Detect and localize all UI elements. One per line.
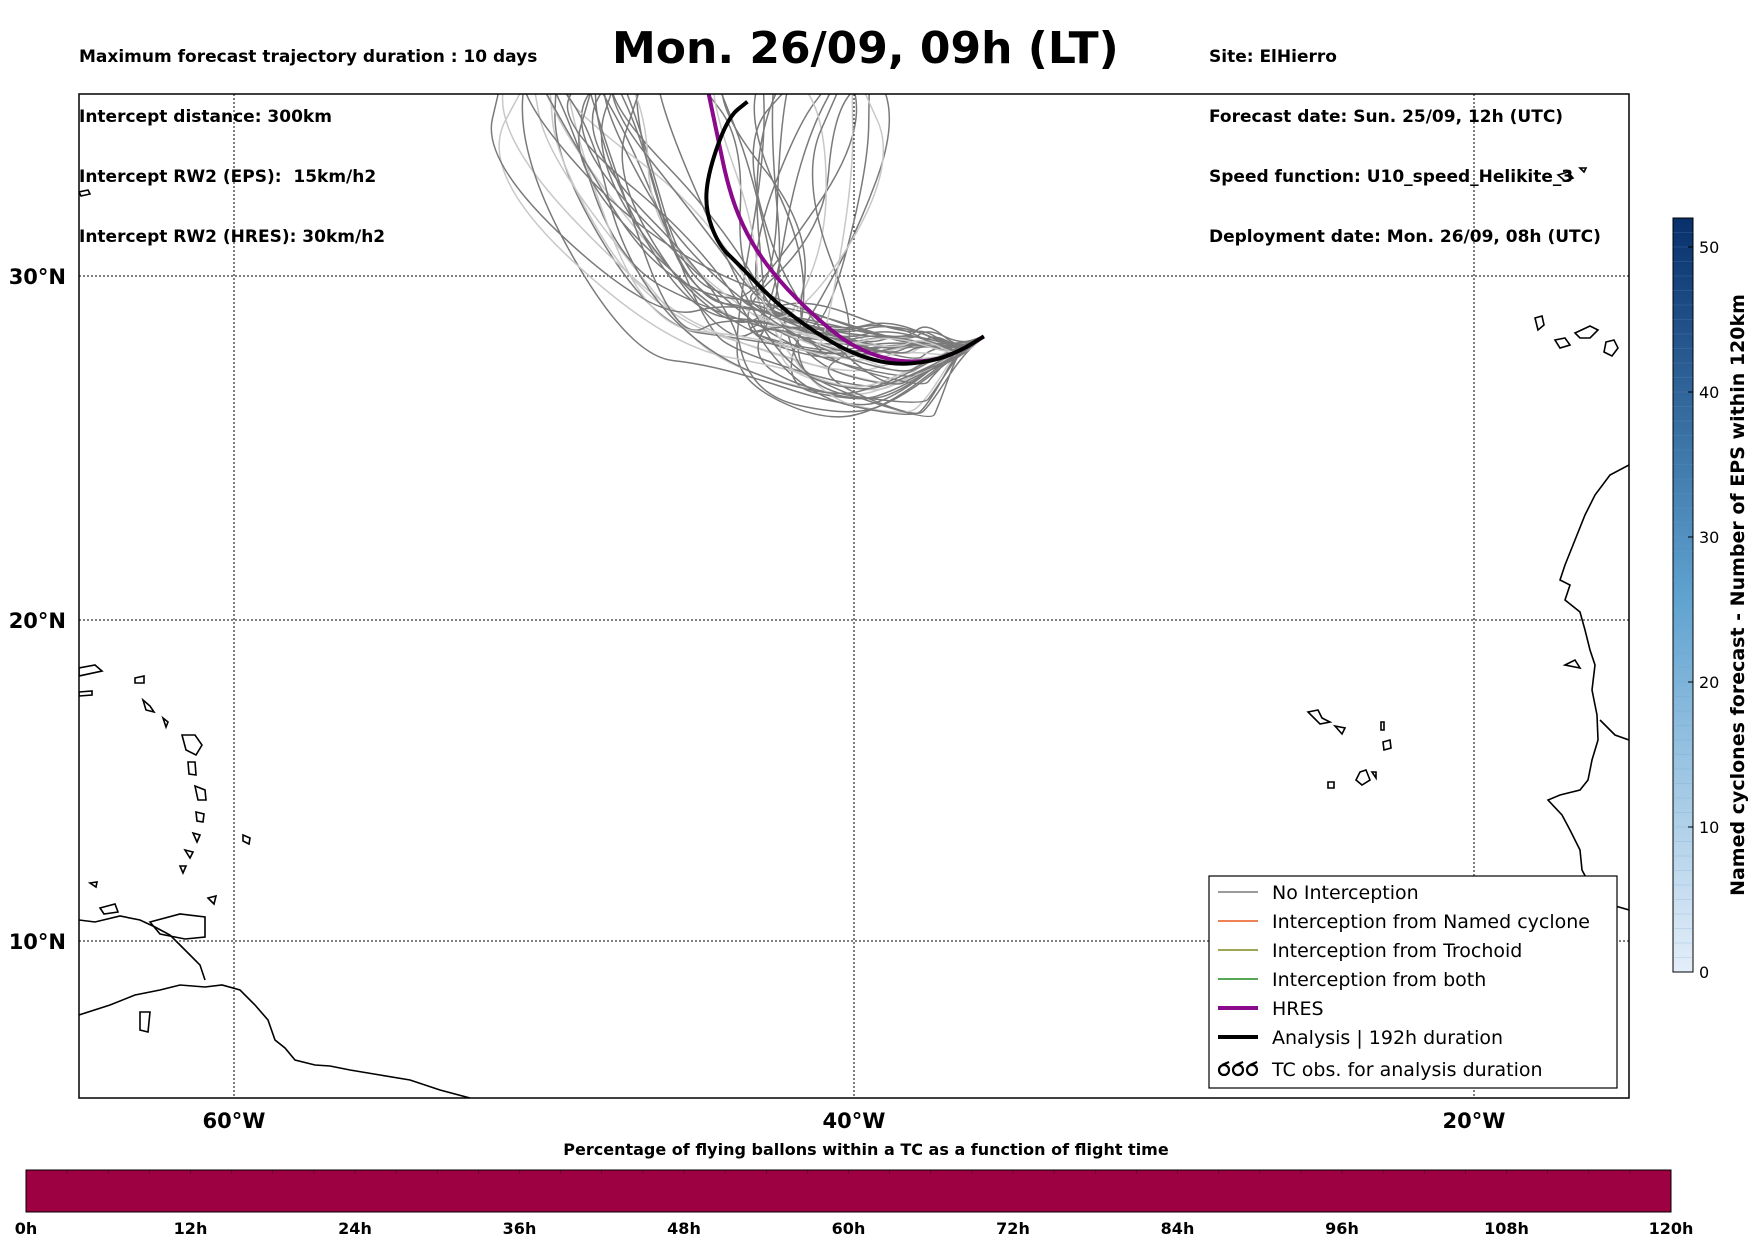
forecast-parameters: Maximum forecast trajectory duration : 1… <box>79 7 537 267</box>
colorbar-tick-label: 0 <box>1699 963 1709 982</box>
analysis-track <box>704 100 985 366</box>
lon-tick-label: 60°W <box>203 1109 266 1133</box>
flight-time-bar: Percentage of flying ballons within a TC… <box>15 1140 1694 1238</box>
colorbar-tick-label: 50 <box>1699 238 1719 257</box>
info-line: Intercept distance: 300km <box>79 107 332 127</box>
site-parameters: Site: ElHierro Forecast date: Sun. 25/09… <box>1209 7 1601 267</box>
legend-label: HRES <box>1272 998 1324 1020</box>
ensemble-trajectory <box>578 94 985 343</box>
colorbar-tick-label: 20 <box>1699 673 1719 692</box>
bar-tick-label: 120h <box>1649 1219 1694 1238</box>
legend-label: Interception from Named cyclone <box>1272 911 1590 933</box>
lat-tick-label: 10°N <box>9 930 66 954</box>
lat-tick-label: 20°N <box>9 609 66 633</box>
lon-tick-label: 40°W <box>823 1109 886 1133</box>
info-line: Deployment date: Mon. 26/09, 08h (UTC) <box>1209 227 1601 247</box>
colorbar-tick-label: 30 <box>1699 528 1719 547</box>
tc-obs-symbol-icon <box>1217 1060 1259 1077</box>
ensemble-trajectory <box>603 94 985 372</box>
legend-label: Analysis | 192h duration <box>1272 1027 1503 1049</box>
colorbar-label: Named cyclones forecast - Number of EPS … <box>1727 294 1749 896</box>
legend: No Interception Interception from Named … <box>1208 875 1618 1089</box>
info-line: Intercept RW2 (EPS): 15km/h2 <box>79 167 377 187</box>
info-line: Maximum forecast trajectory duration : 1… <box>79 47 538 67</box>
info-line: Intercept RW2 (HRES): 30km/h2 <box>79 227 386 247</box>
deterministic-tracks <box>704 94 985 366</box>
bar-tick-label: 84h <box>1161 1219 1195 1238</box>
colorbar-tick-label: 10 <box>1699 818 1719 837</box>
ensemble-trajectory <box>752 94 985 385</box>
map-frame <box>78 93 1630 1099</box>
legend-label: No Interception <box>1272 882 1419 904</box>
bar-tick-label: 36h <box>503 1219 537 1238</box>
bar-tick-label: 12h <box>174 1219 208 1238</box>
lat-tick-label: 30°N <box>9 265 66 289</box>
ensemble-trajectory <box>594 94 985 354</box>
colorbar-named-cyclones: 0 10 20 30 40 50 Named cyclones forecast - Nu… <box>1672 217 1749 982</box>
bar-tick-label: 96h <box>1325 1219 1359 1238</box>
bar-tick-label: 24h <box>338 1219 372 1238</box>
bar-tick-label: 72h <box>996 1219 1030 1238</box>
bar-tick-label: 0h <box>15 1219 38 1238</box>
tc-percentage-bar <box>25 1169 1672 1213</box>
ensemble-trajectories <box>490 94 985 418</box>
info-line: Forecast date: Sun. 25/09, 12h (UTC) <box>1209 107 1564 127</box>
bar-tick-label: 60h <box>832 1219 866 1238</box>
legend-label: TC obs. for analysis duration <box>1271 1059 1543 1081</box>
colorbar-tick-label: 40 <box>1699 383 1719 402</box>
bar-tick-label: 108h <box>1484 1219 1529 1238</box>
legend-label: Interception from Trochoid <box>1272 940 1522 962</box>
ensemble-trajectory <box>659 94 985 390</box>
coastline-south-america <box>79 984 471 1098</box>
ensemble-trajectory <box>805 94 985 354</box>
lon-tick-label: 20°W <box>1443 1109 1506 1133</box>
ensemble-trajectory <box>589 94 985 346</box>
info-line: Speed function: U10_speed_Helikite_3 <box>1209 167 1574 187</box>
bar-tick-label: 48h <box>667 1219 701 1238</box>
info-line: Site: ElHierro <box>1209 47 1337 67</box>
bottom-bar-title: Percentage of flying ballons within a TC… <box>563 1140 1169 1159</box>
ensemble-trajectory <box>545 94 985 349</box>
coastlines <box>79 167 1629 1098</box>
page-title: Mon. 26/09, 09h (LT) <box>612 23 1119 74</box>
ensemble-trajectory <box>811 94 985 415</box>
legend-label: Interception from both <box>1272 969 1486 991</box>
coastline-africa <box>1546 464 1629 911</box>
ensemble-trajectory <box>756 94 985 355</box>
